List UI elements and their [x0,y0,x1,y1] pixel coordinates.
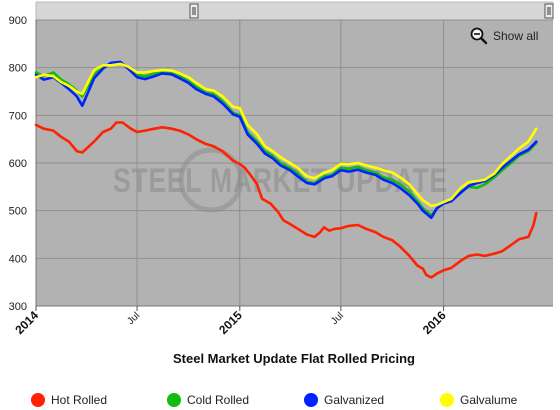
show-all-label[interactable]: Show all [493,29,538,43]
watermark-text: STEEL MARKET UPDATE [113,162,448,200]
legend-label[interactable]: Galvalume [460,393,518,407]
show-all-button[interactable]: Show all [466,24,548,46]
legend-item-galvanized[interactable]: Galvanized [304,393,384,407]
x-tick-label: Jul [329,310,346,327]
series-line-hot-rolled[interactable] [34,121,538,279]
y-tick-label: 300 [9,301,27,313]
chart-title: Steel Market Update Flat Rolled Pricing [173,351,415,366]
y-tick-label: 500 [9,206,27,218]
series-layer [34,60,538,279]
legend-label[interactable]: Galvanized [324,393,384,407]
x-axis: 2014 Jul 2015 Jul 2016 [12,306,449,337]
x-tick-label: 2015 [216,308,245,337]
y-tick-label: 600 [9,158,27,170]
navigator-right-handle[interactable] [544,3,554,19]
watermark-logo-icon [178,147,244,213]
y-axis: 300 400 500 600 700 800 900 [9,15,27,313]
magnifier-zoom-out-icon[interactable] [470,27,488,45]
range-navigator[interactable] [35,1,554,21]
legend-item-hot-rolled[interactable]: Hot Rolled [31,393,107,407]
y-tick-label: 800 [9,63,27,75]
legend-label[interactable]: Hot Rolled [51,393,107,407]
legend-label[interactable]: Cold Rolled [187,393,249,407]
legend-marker[interactable] [440,393,454,407]
navigator-left-handle[interactable] [189,3,199,19]
legend-marker[interactable] [31,393,45,407]
x-tick-label: 2016 [420,308,449,337]
legend-marker[interactable] [167,393,181,407]
legend-marker[interactable] [304,393,318,407]
y-tick-label: 900 [9,15,27,27]
series-line-galvalume[interactable] [34,62,538,208]
legend-item-cold-rolled[interactable]: Cold Rolled [167,393,249,407]
y-tick-label: 400 [9,253,27,265]
x-tick-label: Jul [125,310,142,327]
series-line-galvanized[interactable] [34,60,538,220]
watermark: STEEL MARKET UPDATE [113,147,448,213]
y-tick-label: 700 [9,110,27,122]
legend: Hot Rolled Cold Rolled Galvanized Galvalume [31,393,518,407]
navigator-track[interactable] [35,1,554,21]
legend-item-galvalume[interactable]: Galvalume [440,393,518,407]
